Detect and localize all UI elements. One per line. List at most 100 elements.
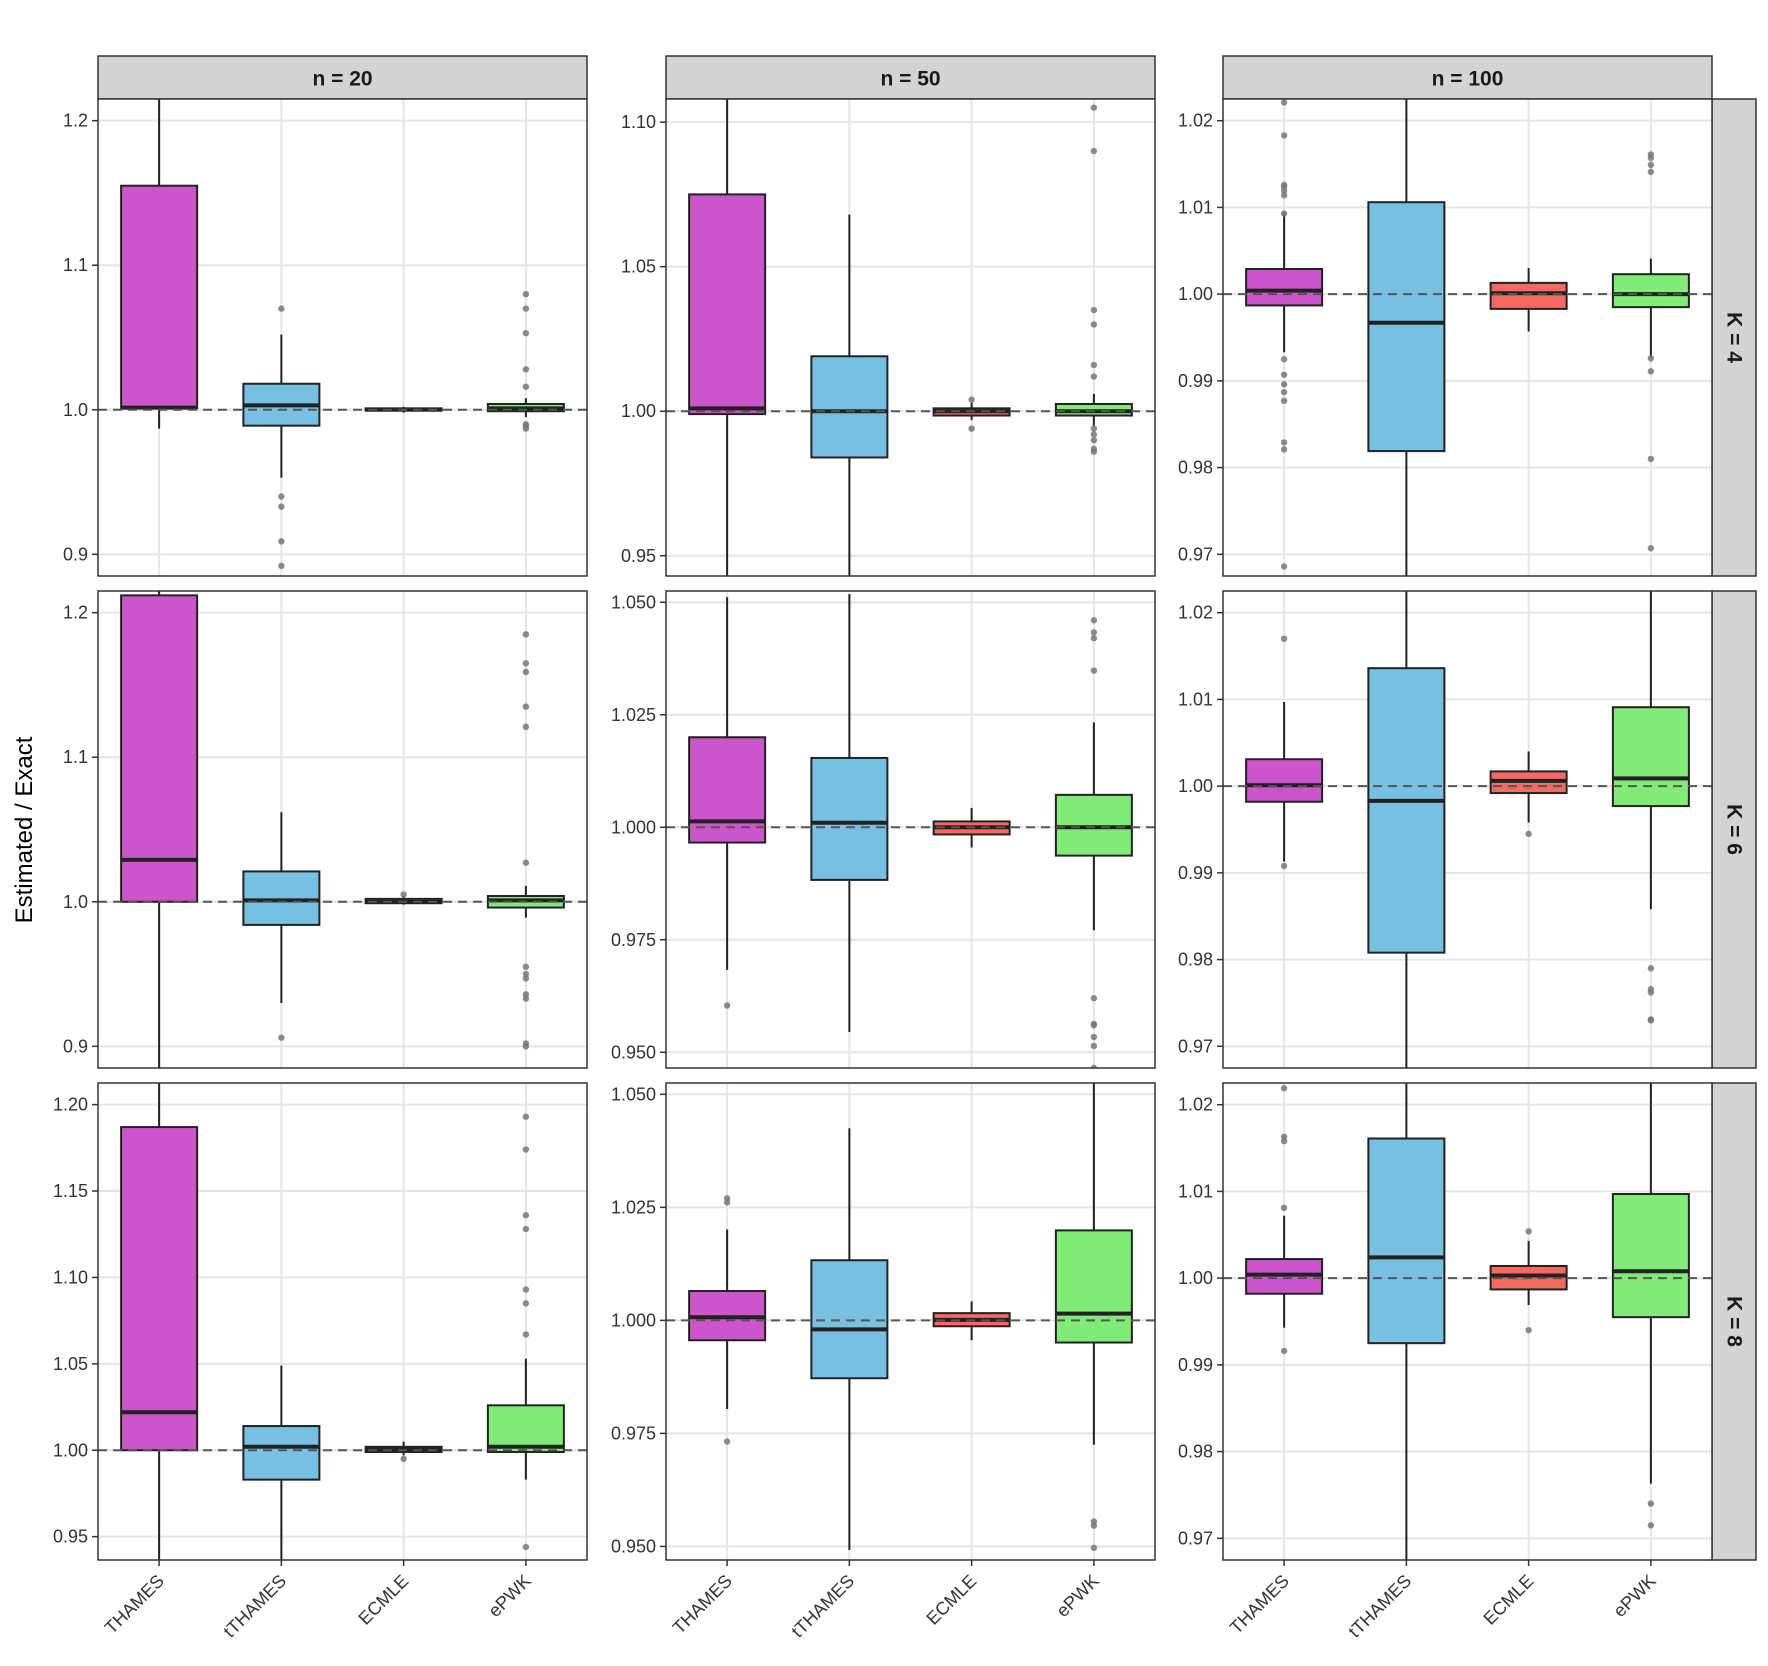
y-tick-label: 1.00: [53, 1440, 88, 1460]
outlier-point: [1647, 151, 1655, 158]
outlier-point: [1647, 355, 1655, 362]
column-strip: [1222, 55, 1713, 100]
outlier-point: [522, 1040, 530, 1047]
y-tick-label: 1.15: [53, 1181, 88, 1201]
outlier-point: [522, 421, 530, 428]
box-tthames: [242, 1425, 321, 1481]
outlier-point: [1090, 1544, 1098, 1551]
outlier-point: [1090, 1020, 1098, 1028]
box-epwk: [1054, 793, 1133, 857]
outlier-point: [522, 631, 530, 638]
outlier-point: [1280, 388, 1288, 396]
y-tick-label: 1.05: [621, 257, 656, 277]
outlier-point: [1090, 431, 1098, 438]
outlier-point: [1090, 425, 1098, 432]
row-strip: [1711, 1082, 1757, 1561]
panel-content: [98, 591, 587, 1068]
outlier-point: [1280, 1347, 1288, 1355]
y-tick-label: 0.98: [1178, 950, 1213, 970]
outlier-point: [1280, 132, 1288, 139]
outlier-point: [1090, 321, 1098, 328]
outlier-point: [1090, 635, 1098, 642]
box-thames: [120, 184, 199, 410]
outlier-point: [1647, 168, 1655, 176]
y-tick-label: 0.975: [611, 930, 656, 950]
panel-background: [1223, 1083, 1712, 1560]
y-tick-label: 1.00: [621, 401, 656, 421]
box-thames: [1245, 758, 1324, 803]
panel-content: [666, 594, 1155, 1068]
y-tick-label: 0.9: [63, 544, 88, 564]
outlier-point: [278, 305, 285, 312]
y-tick-label: 1.050: [611, 592, 656, 612]
outlier-point: [968, 425, 975, 432]
outlier-point: [1525, 1228, 1532, 1235]
outlier-point: [1525, 1326, 1532, 1334]
outlier-point: [1647, 985, 1655, 993]
y-tick-label: 0.97: [1178, 1036, 1213, 1056]
outlier-point: [1090, 667, 1098, 674]
y-tick-label: 1.0: [63, 400, 88, 420]
outlier-point: [1280, 381, 1288, 388]
column-strip-label: n = 50: [880, 68, 940, 91]
panel-content: [98, 99, 587, 570]
box-tthames: [242, 870, 321, 926]
panel: 0.9 1.0 1.1 1.2: [63, 590, 588, 1069]
outlier-point: [522, 1543, 530, 1551]
panel: 0.9 1.0 1.1 1.2: [63, 98, 588, 577]
box-thames: [120, 594, 199, 903]
y-tick-label: 0.99: [1178, 1355, 1213, 1375]
panel-content: [666, 1083, 1155, 1551]
outlier-point: [522, 329, 530, 337]
y-tick-label: 1.10: [621, 112, 656, 132]
outlier-point: [522, 1225, 530, 1233]
y-tick-label: 1.000: [611, 1310, 656, 1330]
y-tick-label: 1.025: [611, 1197, 656, 1217]
panel: 0.97 0.98 0.99 1.00 1.01 1.02: [1178, 590, 1713, 1069]
outlier-point: [1090, 361, 1098, 369]
outlier-point: [1090, 373, 1098, 380]
box-tthames: [810, 1259, 889, 1380]
box-epwk: [486, 1404, 565, 1453]
outlier-point: [522, 660, 530, 667]
box-epwk: [1611, 273, 1690, 309]
y-tick-label: 1.20: [53, 1095, 88, 1115]
outlier-point: [1090, 629, 1098, 636]
outlier-point: [278, 562, 285, 570]
row-strip-label: K = 6: [1723, 804, 1746, 855]
outlier-point: [1280, 635, 1288, 642]
outlier-point: [723, 1195, 731, 1202]
y-tick-label: 1.00: [1178, 284, 1213, 304]
panel-border: [1222, 590, 1713, 1069]
box-epwk: [1611, 706, 1690, 808]
outlier-point: [1647, 368, 1655, 375]
box-thames: [120, 1126, 199, 1452]
outlier-point: [1647, 161, 1655, 169]
y-tick-label: 0.98: [1178, 458, 1213, 478]
column-strip-label: n = 100: [1432, 68, 1504, 91]
outlier-point: [1647, 965, 1655, 972]
box-tthames: [1367, 667, 1446, 954]
panel-border: [1222, 1082, 1713, 1561]
panel-border: [665, 98, 1156, 577]
outlier-point: [522, 290, 530, 298]
panel-content: [666, 99, 1155, 576]
outlier-point: [400, 1455, 407, 1463]
outlier-point: [1090, 1033, 1098, 1041]
y-tick-label: 1.00: [1178, 776, 1213, 796]
outlier-point: [522, 991, 530, 998]
panel: 0.97 0.98 0.99 1.00 1.01 1.02: [1178, 98, 1713, 577]
outlier-point: [522, 383, 530, 390]
outlier-point: [522, 1286, 530, 1293]
outlier-point: [1280, 563, 1288, 570]
y-tick-label: 0.99: [1178, 371, 1213, 391]
y-tick-label: 0.97: [1178, 544, 1213, 564]
box-epwk: [1054, 1229, 1133, 1344]
outlier-point: [1647, 1500, 1655, 1507]
outlier-point: [1090, 1042, 1098, 1050]
panel-background: [1223, 99, 1712, 576]
box-tthames: [810, 756, 889, 881]
